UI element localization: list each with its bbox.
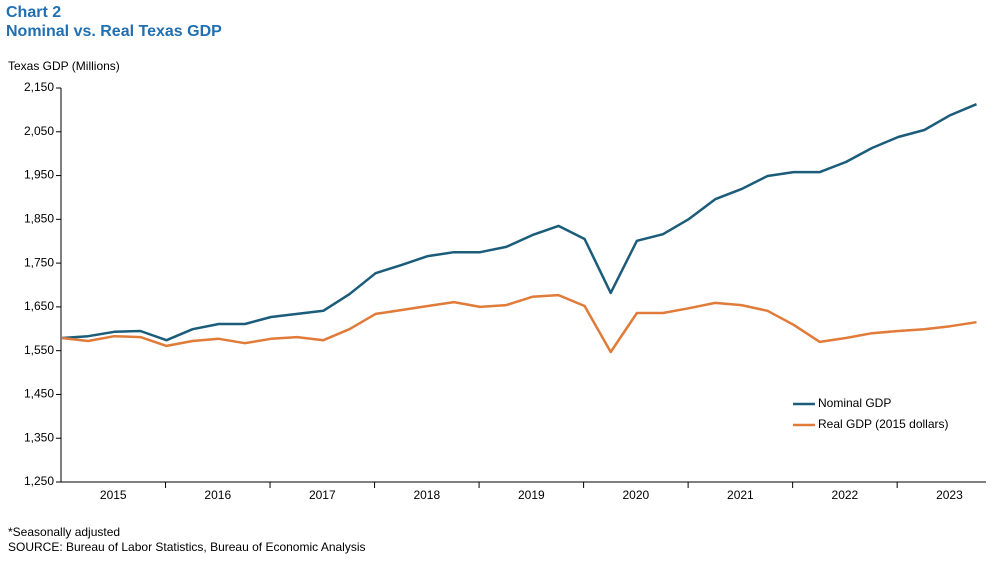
x-tick-label: 2020 xyxy=(623,488,650,502)
x-tick-label: 2016 xyxy=(204,488,231,502)
y-tick-label: 1,450 xyxy=(24,387,54,401)
x-tick-label: 2022 xyxy=(832,488,859,502)
footnote: *Seasonally adjusted xyxy=(8,525,120,539)
y-tick-label: 1,950 xyxy=(24,168,54,182)
chart-subtitle: Nominal vs. Real Texas GDP xyxy=(6,23,222,40)
source: SOURCE: Bureau of Labor Statistics, Bure… xyxy=(8,540,366,554)
x-tick-label: 2021 xyxy=(727,488,754,502)
y-tick-label: 1,250 xyxy=(24,474,54,488)
y-tick-label: 1,750 xyxy=(24,255,54,269)
legend-label: Nominal GDP xyxy=(818,396,891,410)
x-tick-label: 2018 xyxy=(413,488,440,502)
y-tick-label: 2,150 xyxy=(24,80,54,94)
y-tick-label: 1,850 xyxy=(24,212,54,226)
x-tick-label: 2023 xyxy=(936,488,963,502)
series-line xyxy=(61,103,977,342)
chart-title: Chart 2 xyxy=(6,4,61,21)
y-tick-label: 1,650 xyxy=(24,299,54,313)
y-tick-label: 1,350 xyxy=(24,430,54,444)
y-axis-label: Texas GDP (Millions) xyxy=(8,59,120,73)
x-tick-label: 2019 xyxy=(518,488,545,502)
x-tick-label: 2015 xyxy=(100,488,127,502)
x-tick-label: 2017 xyxy=(309,488,336,502)
y-tick-label: 1,550 xyxy=(24,343,54,357)
legend-label: Real GDP (2015 dollars) xyxy=(818,417,949,431)
y-tick-label: 2,050 xyxy=(24,124,54,138)
series-line xyxy=(61,293,977,354)
